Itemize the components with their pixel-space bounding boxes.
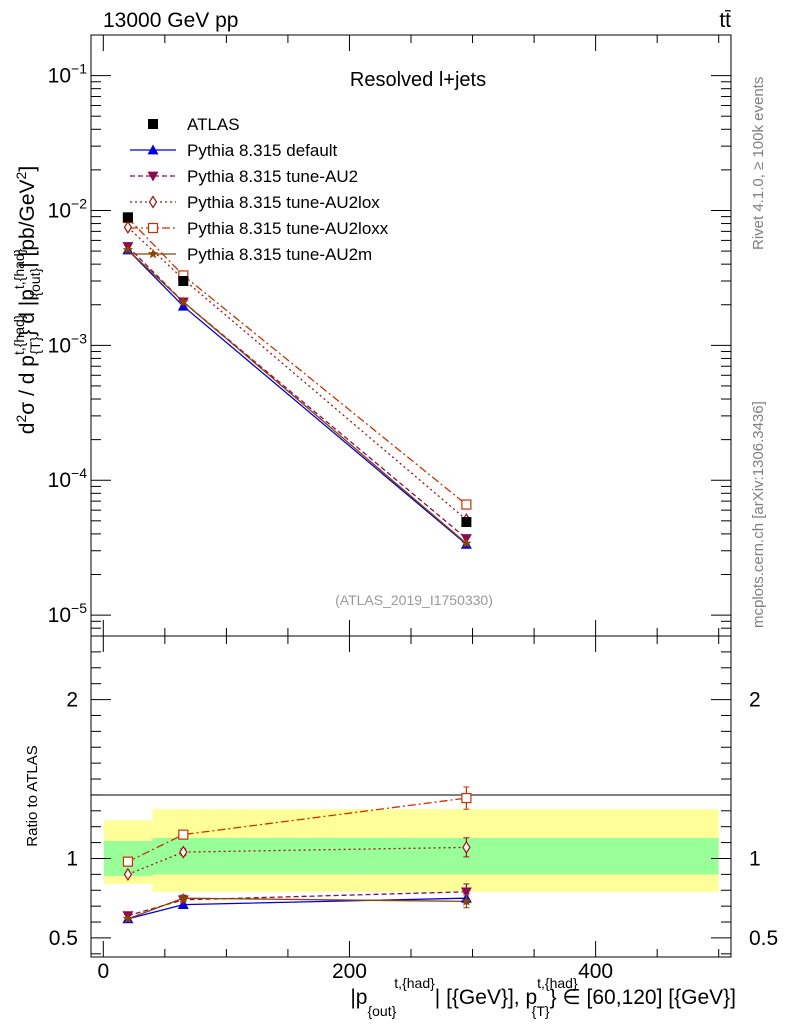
main-x-ticks: [102, 35, 720, 636]
x-tick-label: 200: [332, 960, 367, 983]
ratio-uncertainty-bands: [103, 809, 719, 892]
ylab-d: d: [16, 423, 39, 435]
ratio-series-5-point: [178, 892, 189, 903]
legend: ATLAS Pythia 8.315 default Pythia 8.315 tu…: [130, 115, 389, 264]
xlab-tail: } ∈ [60,120] [{GeV}]: [550, 986, 736, 1009]
main-series-5-point: [461, 537, 472, 548]
ylab-sub-out: {out}: [27, 267, 43, 296]
ratio-x-ticks: 0 200 400: [97, 636, 720, 983]
main-series-4-point: [461, 499, 472, 510]
legend-label-atlas: ATLAS: [187, 115, 240, 134]
ylab-units: | [pb/GeV: [16, 179, 39, 267]
main-series-lines: [127, 217, 467, 545]
main-y-axis-label: d2σ / d pt,{had}{T}} d |pt,{had}{out}| […: [11, 166, 43, 434]
ylab-sup-units: 2: [13, 171, 29, 179]
ylab-sub-T: {T}: [27, 336, 43, 354]
ratio-series-markers: [122, 786, 472, 924]
ratio-series-3-point: [123, 867, 133, 881]
main-series-line-2: [127, 246, 467, 539]
legend-label-3: Pythia 8.315 tune-AU2lox: [187, 193, 380, 212]
main-y-tick-label: 10−5: [48, 600, 88, 627]
ratio-series-4-point: [178, 829, 189, 840]
ratio-y-axis-label: Ratio to ATLAS: [24, 745, 41, 846]
legend-marker-1: [147, 144, 159, 155]
analysis-watermark: (ATLAS_2019_I1750330): [335, 592, 493, 608]
process-label: tt̄: [719, 9, 731, 32]
legend-label-5: Pythia 8.315 tune-AU2m: [187, 245, 372, 264]
x-tick-label: 0: [97, 960, 109, 983]
ylab-sup-had1: t,{had}: [11, 314, 27, 355]
ratio-series-2-point: [460, 887, 472, 898]
main-series-3-point: [123, 220, 133, 234]
main-y-ticks: 10−5 10−4 10−3 10−2 10−1: [48, 34, 731, 637]
ratio-series-5-point: [122, 913, 134, 924]
atlas-data-point: [178, 276, 189, 287]
legend-marker-3: [148, 195, 158, 209]
atlas-data-point: [461, 517, 472, 528]
ratio-series-5-point: [461, 895, 472, 906]
legend-marker-5: [147, 248, 159, 259]
ratio-series-4-point: [122, 856, 134, 867]
ratio-series-3-point: [462, 840, 471, 854]
ratio-series-line-2: [127, 891, 467, 917]
atlas-data-point: [122, 212, 133, 223]
xlab-sup-had2: t,{had}: [537, 975, 578, 991]
y-label-main: d2σ / d pt,{had}{T}} d |pt,{had}{out}| […: [11, 166, 43, 434]
x-axis-label: |p{out} t,{had}| [{GeV}], pt,{had} {T}} ∈ …: [350, 975, 736, 1019]
ylab-dsigma: σ / d p: [16, 355, 39, 415]
ratio-y-tick-label: 1: [66, 847, 78, 870]
ratio-y-tick-label: 0.5: [49, 927, 78, 950]
ylab-close: ]: [16, 166, 39, 172]
main-panel: 10−5 10−4 10−3 10−2 10−1 Resolved l+jets (AT…: [48, 34, 732, 637]
ylab-dp: } d |p: [16, 289, 39, 337]
atlas-data-points: [122, 212, 472, 528]
rivet-label: Rivet 4.1.0, ≥ 100k events: [750, 77, 767, 250]
main-y-tick-label: 10−2: [48, 195, 88, 222]
legend-marker-2: [147, 171, 159, 182]
xlab-mid: | [{GeV}], p: [435, 986, 537, 1009]
ratio-y-ticks: 0.5 0.5 1 1 2 2: [49, 651, 778, 955]
legend-label-2: Pythia 8.315 tune-AU2: [187, 167, 358, 186]
ylab-sup-2: 2: [13, 415, 29, 423]
main-series-line-4: [127, 217, 467, 506]
mcplots-label: mcplots.cern.ch [arXiv:1306.3436]: [750, 401, 767, 628]
ratio-panel: 0.5 0.5 1 1 2 2 0 200 400 Ratio to ATLAS: [24, 635, 778, 983]
main-y-tick-label: 10−1: [48, 61, 88, 88]
legend-label-1: Pythia 8.315 default: [187, 141, 338, 160]
ratio-series-line-4: [127, 797, 467, 863]
ratio-series-3-point: [179, 845, 188, 859]
xlab-p: |p: [350, 986, 367, 1009]
ylab-sup-had2: t,{had}: [11, 248, 27, 289]
xlab-sub-T: {T}: [532, 1003, 550, 1019]
legend-marker-atlas: [148, 119, 158, 129]
ratio-series-4-point: [461, 792, 472, 804]
ratio-y-tick-label-right: 2: [749, 689, 761, 712]
energy-label: 13000 GeV pp: [103, 9, 238, 32]
main-series-5-point: [122, 244, 134, 255]
ratio-y-tick-label: 2: [66, 689, 78, 712]
ratio-y-tick-label-right: 0.5: [749, 927, 778, 950]
xlab-sub-out: {out}: [367, 1003, 396, 1019]
main-series-5-point: [178, 296, 189, 307]
ratio-y-tick-label-right: 1: [749, 847, 761, 870]
main-y-tick-label: 10−4: [48, 465, 88, 492]
xlab-sup-had1: t,{had}: [394, 975, 435, 991]
chart-title: Resolved l+jets: [350, 69, 486, 91]
legend-marker-4: [147, 222, 159, 234]
legend-label-4: Pythia 8.315 tune-AU2loxx: [187, 219, 389, 238]
x-tick-label: 400: [578, 960, 613, 983]
main-y-tick-label: 10−3: [48, 330, 88, 357]
ratio-band-1sigma: [152, 837, 719, 875]
